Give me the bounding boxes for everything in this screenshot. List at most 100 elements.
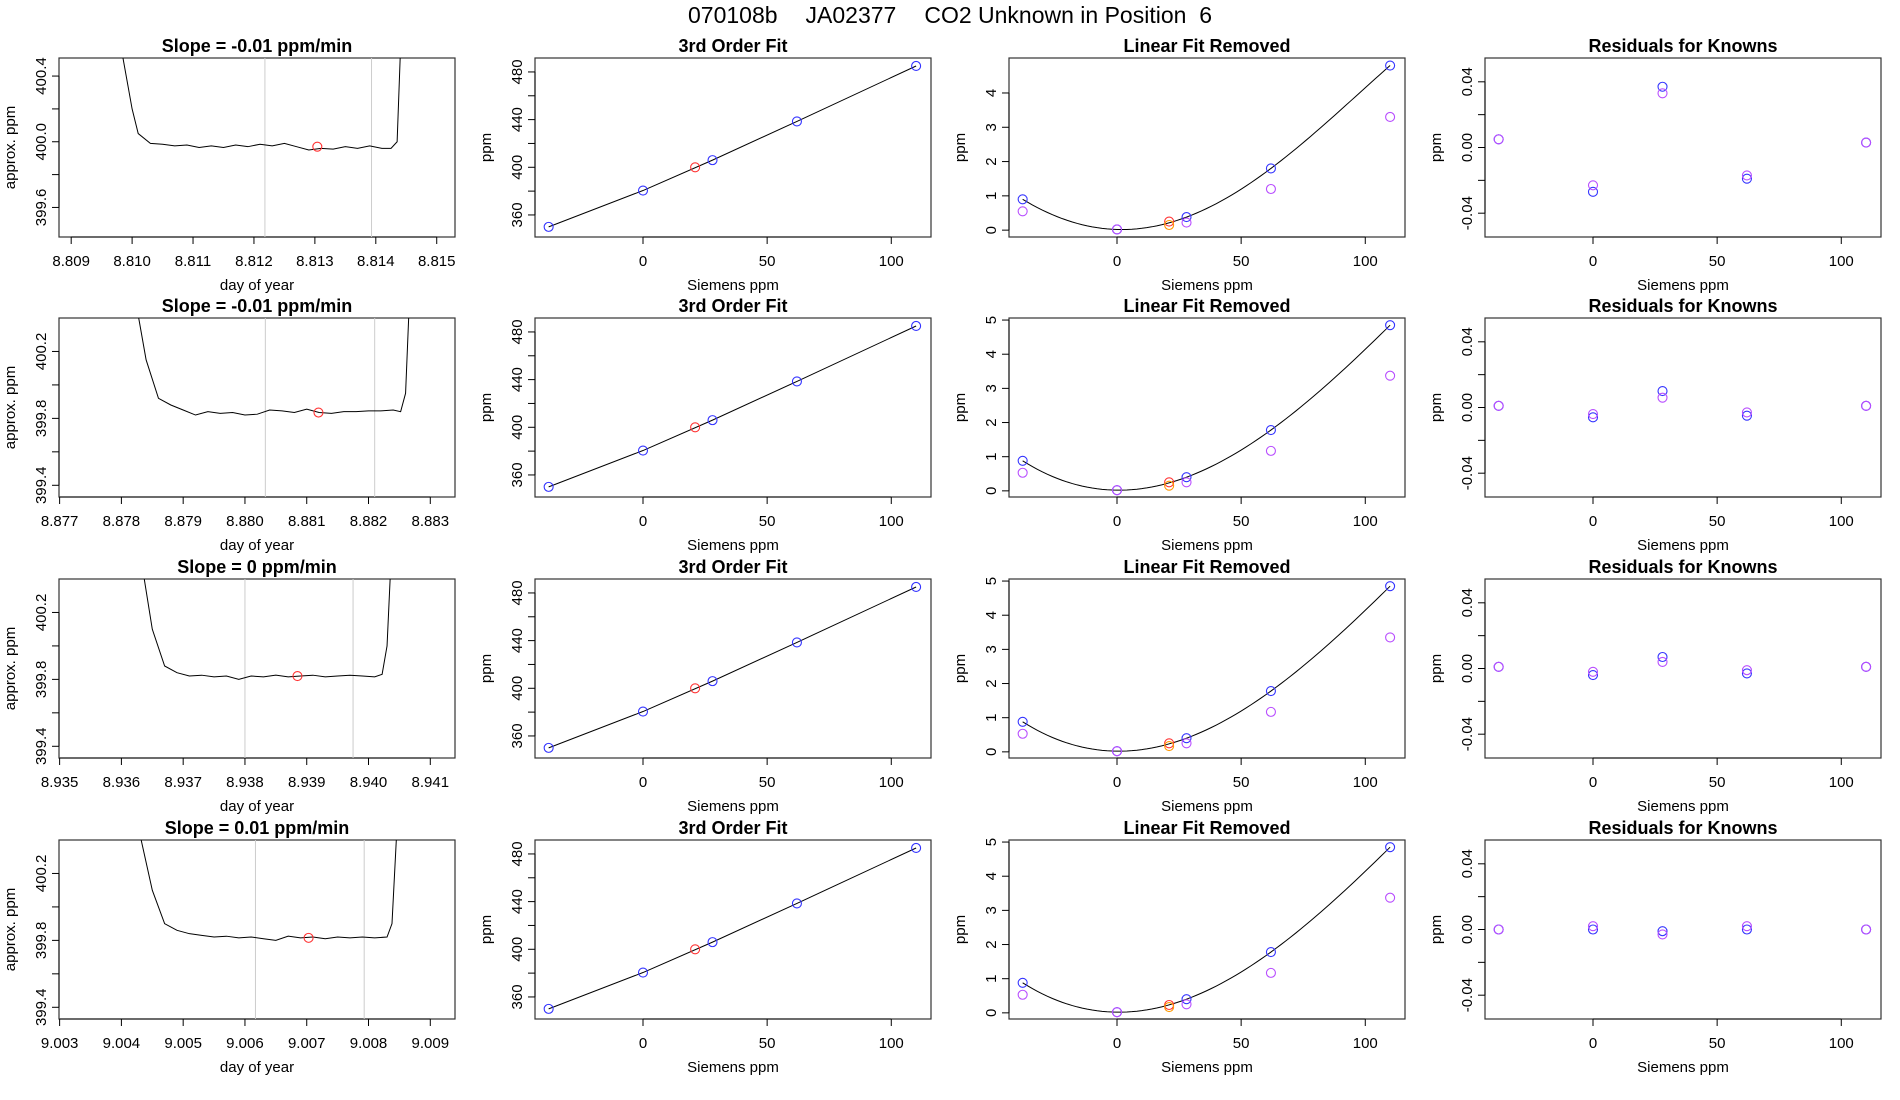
x-tick-label: 8.811 xyxy=(175,253,211,270)
known-point xyxy=(1587,924,1599,935)
co2-trace-line xyxy=(122,58,401,151)
y-axis-label: approx. ppm xyxy=(2,106,19,189)
known-alt-point xyxy=(1493,400,1504,411)
fit-panel-row-1: 3rd Order Fit Siemens ppm ppm 0 50 100 360 400 4… xyxy=(478,36,932,294)
x-tick-label: 50 xyxy=(1233,253,1250,270)
trace-panel-row-2: Slope = -0.01 ppm/min day of year approx. … xyxy=(2,296,456,554)
y-tick-label: 3 xyxy=(983,123,1000,131)
y-tick-label: 440 xyxy=(509,107,526,132)
y-tick-label: 399.4 xyxy=(33,989,50,1027)
residuals-panel-row-1: Residuals for Knowns Siemens ppm ppm 0 50 100… xyxy=(1428,36,1882,294)
x-tick-label: 0 xyxy=(1113,774,1121,791)
y-tick-label: 400.0 xyxy=(33,123,50,161)
known-point xyxy=(1741,410,1752,421)
plot-frame xyxy=(534,578,932,759)
x-tick-label: 8.882 xyxy=(350,513,388,530)
x-tick-label: 100 xyxy=(1829,774,1854,791)
x-tick-label: 9.007 xyxy=(288,1035,326,1052)
y-tick-label: 400.2 xyxy=(33,333,50,371)
x-axis-label: day of year xyxy=(220,1059,294,1076)
known-alt-point xyxy=(1111,1007,1123,1018)
trace-panel-row-4: Slope = 0.01 ppm/min day of year approx. p… xyxy=(2,818,456,1076)
y-tick-label: 480 xyxy=(509,59,526,84)
known-alt-point xyxy=(1017,467,1028,478)
trace-panel-row-3: Slope = 0 ppm/min day of year approx. ppm 8… xyxy=(2,557,456,815)
known-point xyxy=(707,415,718,426)
x-tick-label: 8.879 xyxy=(164,513,202,530)
known-point xyxy=(1385,842,1396,853)
x-tick-label: 8.940 xyxy=(350,774,388,791)
y-tick-label: 400.2 xyxy=(33,594,50,632)
known-alt-point xyxy=(1657,392,1668,403)
chart-title: 3rd Order Fit xyxy=(678,296,787,316)
chart-title: Residuals for Knowns xyxy=(1588,818,1777,838)
x-tick-label: 0 xyxy=(1113,253,1121,270)
plot-frame xyxy=(1008,317,1406,498)
known-alt-point xyxy=(1861,924,1872,935)
known-point xyxy=(1017,194,1028,205)
tank-id: JA02377 xyxy=(805,2,897,28)
chart-title: Residuals for Knowns xyxy=(1588,36,1777,56)
title-label: CO2 Unknown in Position 6 xyxy=(924,2,1212,28)
plot-area xyxy=(548,847,917,1010)
x-tick-label: 50 xyxy=(759,1035,776,1052)
known-point xyxy=(1657,651,1668,663)
x-tick-label: 100 xyxy=(879,513,904,530)
x-tick-label: 50 xyxy=(1233,774,1250,791)
unknown-point xyxy=(1164,477,1175,488)
known-point xyxy=(543,221,554,232)
y-tick-label: 1 xyxy=(983,714,1000,722)
known-point xyxy=(1657,926,1668,937)
plot-area xyxy=(1022,846,1391,1013)
known-point xyxy=(543,481,554,492)
y-tick-label: 4 xyxy=(983,611,1000,619)
fit-line xyxy=(548,586,917,749)
known-point xyxy=(1741,924,1752,935)
y-tick-label: 0.00 xyxy=(1459,133,1476,162)
chart-title: Residuals for Knowns xyxy=(1588,557,1777,577)
x-tick-label: 50 xyxy=(1233,1035,1250,1052)
x-axis-label: day of year xyxy=(220,798,294,815)
x-tick-label: 50 xyxy=(759,774,776,791)
fit-line xyxy=(548,325,917,488)
known-point xyxy=(791,898,802,909)
residuals-panel-row-3: Residuals for Knowns Siemens ppm ppm 0 50 100… xyxy=(1428,557,1882,815)
known-point xyxy=(637,445,649,456)
chart-title: 3rd Order Fit xyxy=(678,36,787,56)
known-alt-point xyxy=(1111,224,1123,235)
y-axis-label: ppm xyxy=(952,915,969,944)
chart-title: Slope = -0.01 ppm/min xyxy=(162,36,353,56)
y-axis-label: approx. ppm xyxy=(2,366,19,449)
fit-panel-row-4: 3rd Order Fit Siemens ppm ppm 0 50 100 360 400 4… xyxy=(478,818,932,1076)
main-title: 070108b JA02377 CO2 Unknown in Position 6 xyxy=(0,2,1900,29)
plot-area xyxy=(143,579,391,758)
unknown-point xyxy=(1164,216,1175,227)
known-alt-point xyxy=(1265,445,1276,456)
x-tick-label: 8.883 xyxy=(412,513,450,530)
y-tick-label: 400.4 xyxy=(33,57,50,95)
known-point xyxy=(911,60,922,72)
y-tick-label: 0.00 xyxy=(1459,915,1476,944)
y-tick-label: -0.04 xyxy=(1459,717,1476,751)
known-alt-point xyxy=(1861,400,1872,411)
x-tick-label: 8.936 xyxy=(103,774,141,791)
chart-title: Linear Fit Removed xyxy=(1123,36,1290,56)
plot-frame xyxy=(1484,317,1882,498)
x-tick-label: 8.810 xyxy=(113,253,151,270)
y-tick-label: 400 xyxy=(509,676,526,701)
known-point xyxy=(1181,994,1192,1005)
y-axis-label: ppm xyxy=(1428,654,1445,683)
x-tick-label: 8.941 xyxy=(412,774,450,791)
trace-panel-row-1: Slope = -0.01 ppm/min day of year approx. … xyxy=(2,36,456,294)
unknown-point xyxy=(292,670,303,682)
y-tick-label: 4 xyxy=(983,872,1000,880)
y-tick-label: 400 xyxy=(509,937,526,962)
y-tick-label: 480 xyxy=(509,841,526,866)
y-tick-label: 1 xyxy=(983,192,1000,200)
x-tick-label: 0 xyxy=(639,513,647,530)
known-point xyxy=(1385,581,1396,592)
x-tick-label: 100 xyxy=(1353,513,1378,530)
y-axis-label: ppm xyxy=(1428,133,1445,162)
x-tick-label: 0 xyxy=(1113,513,1121,530)
known-alt-point xyxy=(1741,665,1752,676)
